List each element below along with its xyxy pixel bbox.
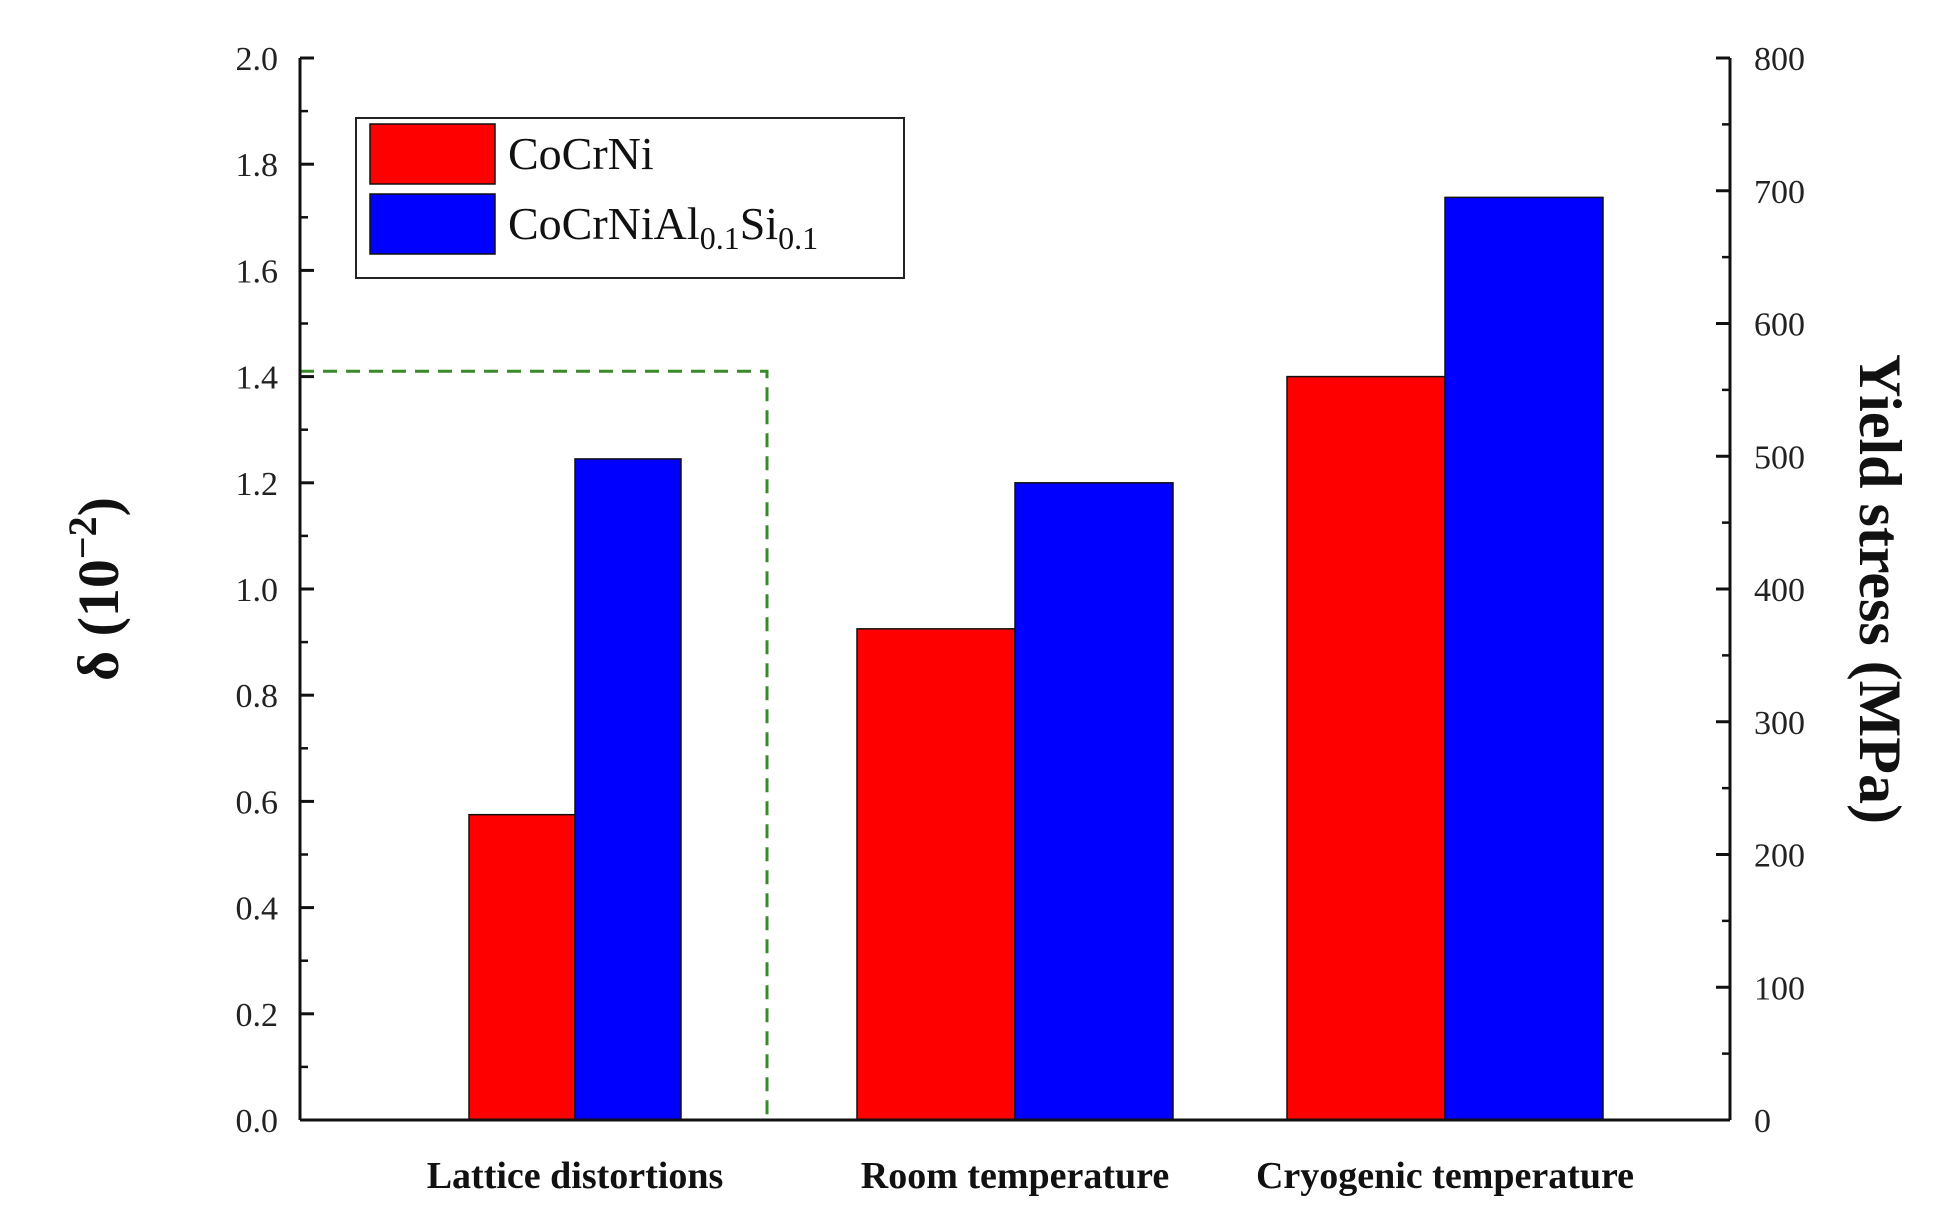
- right-tick-label: 700: [1754, 174, 1805, 211]
- right-tick-label: 300: [1754, 705, 1805, 742]
- right-tick-label: 0: [1754, 1103, 1771, 1140]
- right-tick-label: 100: [1754, 970, 1805, 1007]
- left-tick-label: 0.6: [236, 784, 279, 821]
- left-tick-label: 1.2: [236, 466, 279, 503]
- right-tick-label: 200: [1754, 838, 1805, 875]
- left-tick-label: 1.4: [236, 360, 279, 397]
- category-label: Room temperature: [861, 1155, 1169, 1197]
- bar-cocrni-1: [468, 813, 576, 1121]
- bar-cocrnialsi-1: [574, 458, 682, 1121]
- annotation-layer: [300, 369, 769, 1120]
- dashed-box-annotation: [300, 369, 769, 1120]
- bar-cocrni-2: [856, 628, 1016, 1121]
- right-axis-title: Yield stress (MPa): [1847, 354, 1913, 824]
- left-tick-label: 1.6: [236, 253, 279, 290]
- left-tick-label: 0.2: [236, 997, 279, 1034]
- bar-cocrnialsi-3: [1444, 196, 1604, 1121]
- left-tick-label: 0.4: [236, 891, 279, 928]
- legend-swatch: [369, 123, 496, 185]
- left-tick-label: 0.0: [236, 1103, 279, 1140]
- left-tick-label: 0.8: [236, 678, 279, 715]
- bar-cocrnialsi-2: [1014, 482, 1174, 1121]
- axes-layer: 0.0 0.2 0.4 0.6 0.8 1.0 1.2 1.4 1.6 1.8 2.0 0 100 200…: [60, 41, 1913, 1197]
- right-tick-label: 600: [1754, 307, 1805, 344]
- right-tick-label: 400: [1754, 572, 1805, 609]
- legend-label: CoCrNiAl0.1Si0.1: [508, 198, 818, 256]
- legend-label: CoCrNi: [508, 128, 654, 179]
- left-tick-label: 2.0: [236, 41, 279, 78]
- left-tick-label: 1.0: [236, 572, 279, 609]
- left-axis-title: δ (10−2): [60, 497, 131, 681]
- right-tick-label: 800: [1754, 41, 1805, 78]
- legend-swatch: [369, 193, 496, 255]
- right-tick-label: 500: [1754, 439, 1805, 476]
- legend: CoCrNi CoCrNiAl0.1Si0.1: [355, 117, 905, 279]
- bar-cocrni-3: [1286, 375, 1446, 1121]
- category-label: Cryogenic temperature: [1256, 1155, 1634, 1197]
- category-label: Lattice distortions: [427, 1155, 724, 1197]
- bars-layer: [468, 196, 1604, 1121]
- left-tick-label: 1.8: [236, 147, 279, 184]
